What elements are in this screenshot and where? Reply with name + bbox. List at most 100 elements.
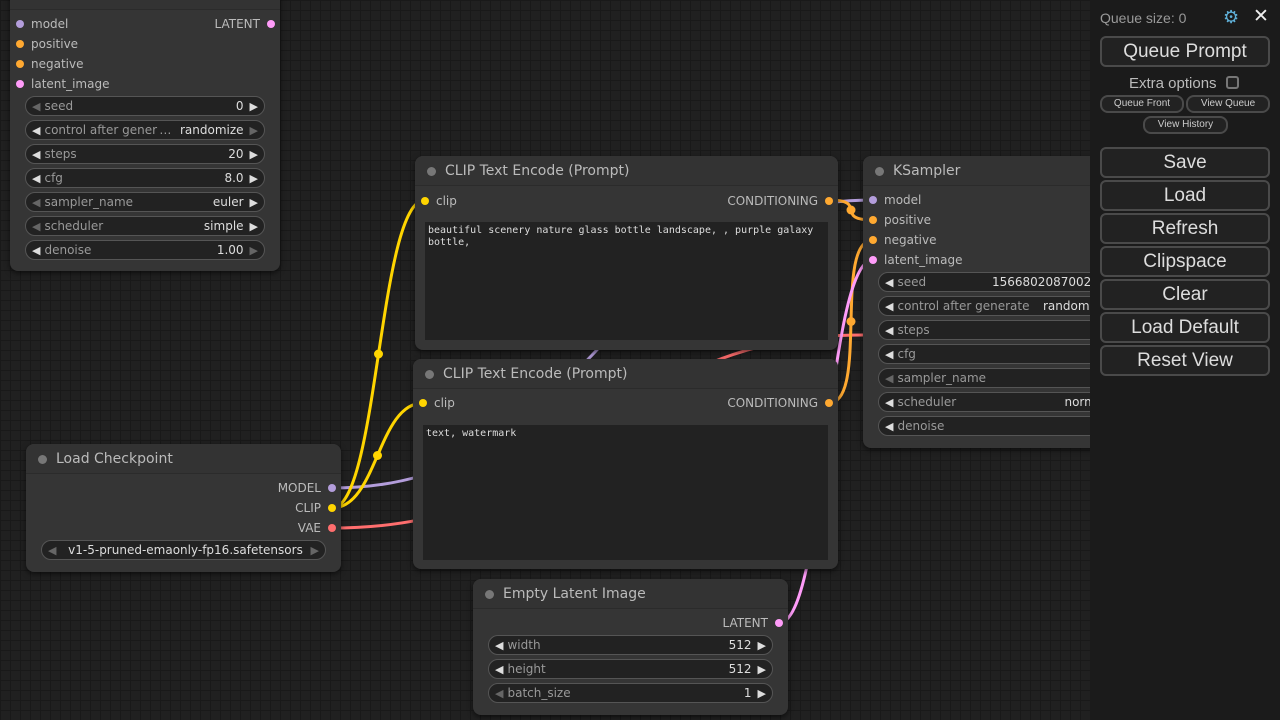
decrement-arrow-icon[interactable]: ◀ bbox=[32, 219, 41, 233]
widget-label: control after generate bbox=[897, 299, 1030, 313]
increment-arrow-icon[interactable]: ▶ bbox=[249, 219, 258, 233]
latent_image-input[interactable]: latent_image bbox=[869, 253, 962, 267]
title-text: Load Checkpoint bbox=[56, 450, 173, 467]
decrement-arrow-icon[interactable]: ◀ bbox=[32, 99, 41, 113]
negative-input[interactable]: negative bbox=[16, 57, 83, 71]
widget-label: control after gener … bbox=[44, 123, 172, 137]
queue-prompt-button[interactable]: Queue Prompt bbox=[1100, 36, 1270, 67]
clip-output[interactable]: CLIP bbox=[295, 501, 336, 515]
widget-height[interactable]: ◀ height 512 ▶ bbox=[488, 659, 773, 679]
settings-gear-icon[interactable]: ⚙ bbox=[1223, 7, 1240, 28]
latent-output[interactable]: LATENT bbox=[215, 17, 275, 31]
decrement-arrow-icon[interactable]: ◀ bbox=[885, 371, 894, 385]
node-title[interactable]: Empty Latent Image bbox=[473, 579, 788, 609]
decrement-arrow-icon[interactable]: ◀ bbox=[32, 123, 41, 137]
decrement-arrow-icon[interactable]: ◀ bbox=[885, 395, 894, 409]
widget-control[interactable]: ◀ control after gener … randomize ▶ bbox=[25, 120, 265, 140]
increment-arrow-icon[interactable]: ▶ bbox=[757, 662, 766, 676]
widget-label: batch_size bbox=[507, 686, 571, 700]
increment-arrow-icon[interactable]: ▶ bbox=[249, 99, 258, 113]
positive-input[interactable]: positive bbox=[869, 213, 931, 227]
conditioning-output[interactable]: CONDITIONING bbox=[727, 396, 833, 410]
latent_image-input[interactable]: latent_image bbox=[16, 77, 109, 91]
clip-input[interactable]: clip bbox=[421, 194, 457, 208]
widget-sampler-name[interactable]: ◀sampler_name▶ bbox=[878, 368, 1128, 388]
view-history-button[interactable]: View History bbox=[1143, 116, 1228, 134]
collapse-dot[interactable] bbox=[425, 370, 434, 379]
latent-output[interactable]: LATENT bbox=[723, 616, 783, 630]
decrement-arrow-icon[interactable]: ◀ bbox=[32, 195, 41, 209]
model-input[interactable]: model bbox=[869, 193, 921, 207]
decrement-arrow-icon[interactable]: ◀ bbox=[885, 299, 894, 313]
widget-denoise[interactable]: ◀ denoise 1.00 ▶ bbox=[25, 240, 265, 260]
load-button[interactable]: Load bbox=[1100, 180, 1270, 211]
node-title[interactable]: KSampler bbox=[863, 156, 1113, 186]
clipspace-button[interactable]: Clipspace bbox=[1100, 246, 1270, 277]
ksampler-node[interactable]: KSampler model positive negative latent_ima… bbox=[863, 156, 1128, 448]
widget-width[interactable]: ◀ width 512 ▶ bbox=[488, 635, 773, 655]
widget-batch-size[interactable]: ◀ batch_size 1 ▶ bbox=[488, 683, 773, 703]
vae-output[interactable]: VAE bbox=[298, 521, 336, 535]
widget-steps[interactable]: ◀ steps 20 ▶ bbox=[25, 144, 265, 164]
load-default-button[interactable]: Load Default bbox=[1100, 312, 1270, 343]
view-queue-button[interactable]: View Queue bbox=[1186, 95, 1270, 113]
refresh-button[interactable]: Refresh bbox=[1100, 213, 1270, 244]
decrement-arrow-icon[interactable]: ◀ bbox=[495, 638, 504, 652]
increment-arrow-icon[interactable]: ▶ bbox=[249, 171, 258, 185]
widget-cfg[interactable]: ◀cfg▶ bbox=[878, 344, 1128, 364]
collapse-dot[interactable] bbox=[875, 167, 884, 176]
collapse-dot[interactable] bbox=[427, 167, 436, 176]
widget-scheduler[interactable]: ◀ scheduler simple ▶ bbox=[25, 216, 265, 236]
decrement-arrow-icon[interactable]: ◀ bbox=[885, 275, 894, 289]
prompt-textarea[interactable]: beautiful scenery nature glass bottle la… bbox=[425, 222, 828, 340]
close-icon[interactable]: ✕ bbox=[1253, 5, 1269, 27]
negative-input[interactable]: negative bbox=[869, 233, 936, 247]
node-title[interactable]: Load Checkpoint bbox=[26, 444, 341, 474]
increment-arrow-icon[interactable]: ▶ bbox=[249, 123, 258, 137]
clear-button[interactable]: Clear bbox=[1100, 279, 1270, 310]
ckpt-name-combo[interactable]: ◀ v1-5-pruned-emaonly-fp16.safetensors ▶ bbox=[41, 540, 326, 560]
increment-arrow-icon[interactable]: ▶ bbox=[249, 195, 258, 209]
decrement-arrow-icon[interactable]: ◀ bbox=[32, 171, 41, 185]
node-title[interactable] bbox=[10, 0, 280, 10]
collapse-dot[interactable] bbox=[485, 590, 494, 599]
clip-text-encode-negative[interactable]: CLIP Text Encode (Prompt) clip CONDITION… bbox=[413, 359, 838, 569]
widget-seed[interactable]: ◀ seed 0 ▶ bbox=[25, 96, 265, 116]
widget-label: cfg bbox=[44, 171, 63, 185]
empty-latent-image-node[interactable]: Empty Latent Image LATENT ◀ width 512 ▶ ◀ hei… bbox=[473, 579, 788, 715]
queue-size: Queue size: 0 bbox=[1100, 10, 1187, 26]
decrement-arrow-icon[interactable]: ◀ bbox=[32, 243, 41, 257]
reset-view-button[interactable]: Reset View bbox=[1100, 345, 1270, 376]
ksampler-node-left[interactable]: model positive negative latent_image LATENT ◀… bbox=[10, 0, 280, 271]
decrement-arrow-icon[interactable]: ◀ bbox=[885, 323, 894, 337]
conditioning-output[interactable]: CONDITIONING bbox=[727, 194, 833, 208]
node-title[interactable]: CLIP Text Encode (Prompt) bbox=[413, 359, 838, 389]
collapse-dot[interactable] bbox=[38, 455, 47, 464]
decrement-arrow-icon[interactable]: ◀ bbox=[495, 686, 504, 700]
widget-cfg[interactable]: ◀ cfg 8.0 ▶ bbox=[25, 168, 265, 188]
increment-arrow-icon[interactable]: ▶ bbox=[249, 147, 258, 161]
prompt-textarea[interactable]: text, watermark bbox=[423, 425, 828, 560]
model-output[interactable]: MODEL bbox=[278, 481, 336, 495]
node-title[interactable]: CLIP Text Encode (Prompt) bbox=[415, 156, 838, 186]
queue-front-button[interactable]: Queue Front bbox=[1100, 95, 1184, 113]
decrement-arrow-icon[interactable]: ◀ bbox=[885, 419, 894, 433]
clip-text-encode-positive[interactable]: CLIP Text Encode (Prompt) clip CONDITION… bbox=[415, 156, 838, 350]
load-checkpoint-node[interactable]: Load Checkpoint MODEL CLIP VAE ◀ v1-5-pru… bbox=[26, 444, 341, 572]
decrement-arrow-icon[interactable]: ◀ bbox=[495, 662, 504, 676]
extra-options-checkbox[interactable] bbox=[1226, 76, 1239, 89]
model-input[interactable]: model bbox=[16, 17, 68, 31]
widget-label: seed bbox=[897, 275, 927, 289]
decrement-arrow-icon[interactable]: ◀ bbox=[32, 147, 41, 161]
increment-arrow-icon[interactable]: ▶ bbox=[757, 638, 766, 652]
decrement-arrow-icon[interactable]: ◀ bbox=[885, 347, 894, 361]
save-button[interactable]: Save bbox=[1100, 147, 1270, 178]
increment-arrow-icon[interactable]: ▶ bbox=[757, 686, 766, 700]
widget-sampler-name[interactable]: ◀ sampler_name euler ▶ bbox=[25, 192, 265, 212]
positive-input[interactable]: positive bbox=[16, 37, 78, 51]
increment-arrow-icon[interactable]: ▶ bbox=[249, 243, 258, 257]
clip-input[interactable]: clip bbox=[419, 396, 455, 410]
